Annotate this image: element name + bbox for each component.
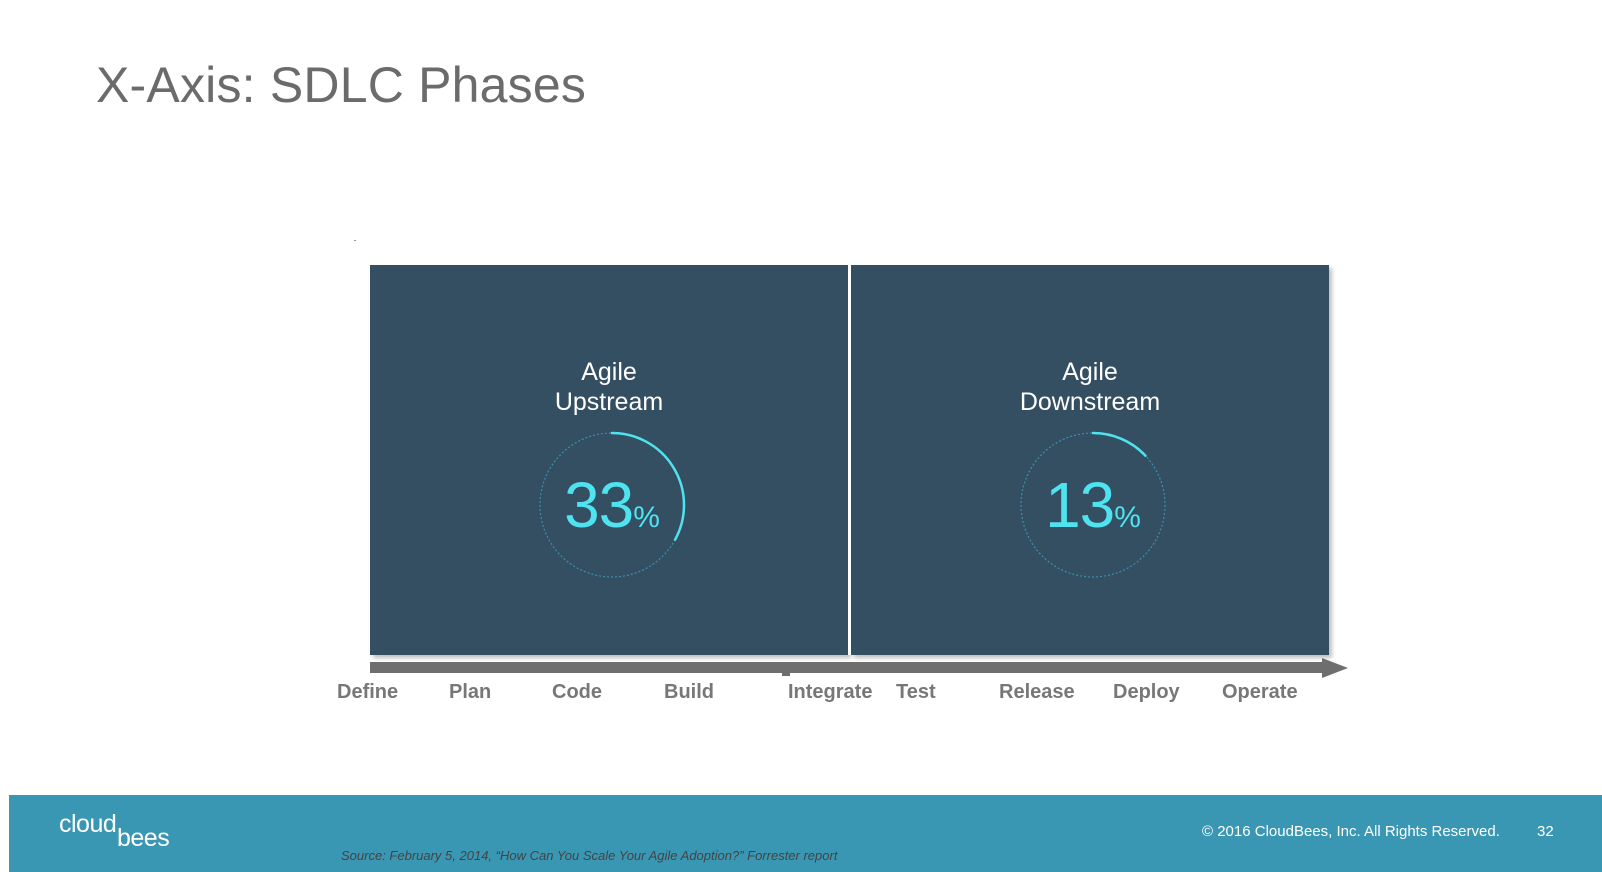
gauge-arc [610,431,686,541]
phase-label-operate: Operate [1222,681,1298,703]
gauge-arc [1091,431,1147,457]
slide-title: X-Axis: SDLC Phases [96,57,587,113]
copyright-notice: © 2016 CloudBees, Inc. All Rights Reserv… [1202,823,1500,840]
gauge-value: 33% [537,470,687,553]
panel-divider [848,265,851,655]
phase-label-integrate: Integrate [788,681,873,703]
logo-text-cloud: cloud [59,810,117,838]
sdlc-axis-bar [370,662,1323,673]
phase-label-plan: Plan [449,681,492,703]
phase-label-build: Build [664,681,714,703]
percentage-gauge: 33% [537,430,687,580]
gauge-number: 33 [564,469,634,541]
phase-label-code: Code [552,681,602,703]
panel-heading-line2: Downstream [1019,388,1161,416]
gauge-track [1020,432,1166,578]
percentage-gauge: 13% [1018,430,1168,580]
phase-label-test: Test [896,681,936,703]
gauge-unit: % [1114,501,1141,534]
gauge-unit: % [633,501,660,534]
phase-label-release: Release [999,681,1075,703]
panel-agile-upstream: Agile Upstream 33% [370,265,848,655]
gauge-number: 13 [1045,469,1115,541]
phase-label-define: Define [337,681,399,703]
panel-heading-line1: Agile [1062,358,1118,386]
panel-agile-downstream: Agile Downstream 13% [851,265,1329,655]
footer-bar: cloud bees Source: February 5, 2014, “Ho… [9,795,1602,872]
cloudbees-logo: cloud bees [59,810,189,854]
gauge-ring [539,431,686,578]
axis-notch [782,672,790,676]
logo-text-bees: bees [117,824,170,852]
phase-label-deploy: Deploy [1113,681,1180,703]
gauge-value: 13% [1018,470,1168,553]
panel-heading: Agile Downstream [851,357,1329,417]
panel-heading-line1: Agile [581,358,637,386]
stray-mark [354,240,356,241]
page-number: 32 [1537,823,1554,840]
source-citation: Source: February 5, 2014, “How Can You S… [341,848,838,863]
gauge-ring [1020,431,1166,578]
axis-arrow-icon [1322,658,1348,678]
panel-heading: Agile Upstream [370,357,848,417]
panel-heading-line2: Upstream [554,388,664,416]
